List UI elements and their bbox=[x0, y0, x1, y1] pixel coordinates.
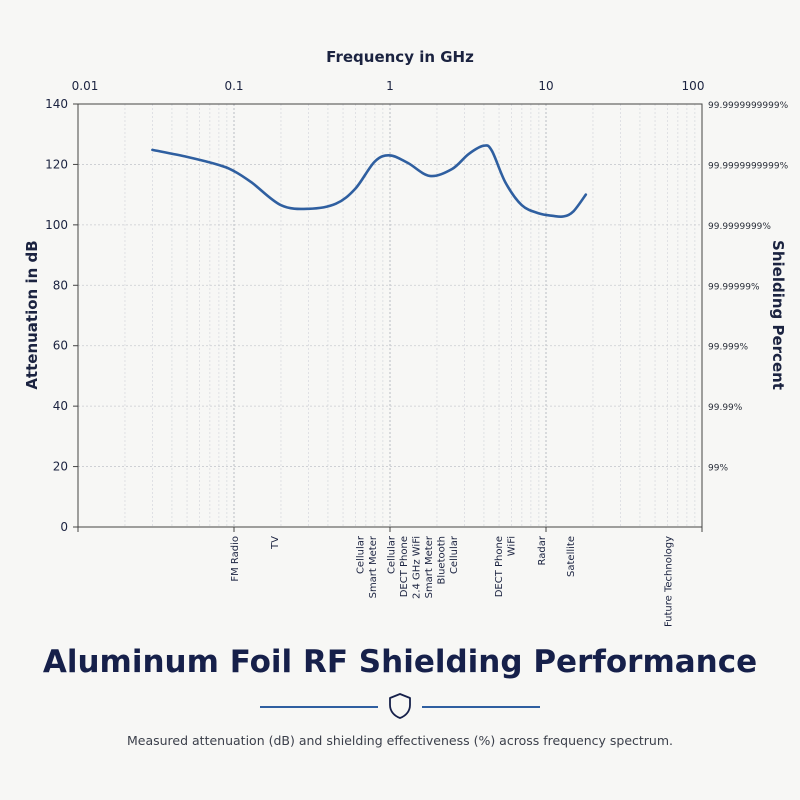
x-tick-label: 0.01 bbox=[72, 79, 99, 93]
band-label: DECT Phone bbox=[399, 536, 410, 597]
x-tick-label: 1 bbox=[386, 79, 394, 93]
y-tick-label: 120 bbox=[45, 157, 68, 171]
y-tick-label: 80 bbox=[53, 278, 68, 292]
y-tick-label: 0 bbox=[60, 520, 68, 534]
y2-tick-label: 99.9999999999% bbox=[708, 161, 789, 171]
band-label: Cellular bbox=[449, 535, 460, 574]
band-label: Radar bbox=[537, 535, 548, 565]
band-label: TV bbox=[270, 536, 281, 550]
y-tick-label: 60 bbox=[53, 339, 68, 353]
page-title: Aluminum Foil RF Shielding Performance bbox=[42, 644, 758, 680]
y2-tick-label: 99.999% bbox=[708, 343, 748, 353]
plot-frame bbox=[77, 103, 703, 528]
y-tick-label: 140 bbox=[45, 97, 68, 111]
subtitle: Measured attenuation (dB) and shielding … bbox=[126, 733, 674, 748]
band-label: 2.4 GHz WiFi bbox=[412, 536, 423, 599]
x-tick-label: 100 bbox=[682, 79, 705, 93]
x-tick-label: 0.1 bbox=[224, 79, 243, 93]
band-label: Smart Meter bbox=[424, 535, 435, 598]
y-tick-label: 20 bbox=[53, 460, 68, 474]
tick-labels: 0.01 0.1 1 10 100 0 20 40 60 80 100 120 140 99% 99.99%… bbox=[45, 79, 788, 534]
band-labels: FM Radio TV Cellular Smart Meter Cellular DEC… bbox=[230, 535, 674, 627]
y2-tick-label: 99.9999999% bbox=[708, 222, 771, 232]
divider-right bbox=[422, 706, 540, 708]
y2-tick-label: 99.99999% bbox=[708, 282, 760, 292]
band-label: Future Technology bbox=[663, 536, 674, 627]
band-label: DECT Phone bbox=[494, 536, 505, 597]
band-label: FM Radio bbox=[230, 536, 241, 582]
y2-tick-label: 99.99% bbox=[708, 403, 743, 413]
band-label: Satellite bbox=[566, 536, 577, 577]
y-tick-label: 100 bbox=[45, 218, 68, 232]
y-axis-label: Attenuation in dB bbox=[23, 240, 41, 389]
y-tick-label: 40 bbox=[53, 399, 68, 413]
grid bbox=[78, 104, 702, 527]
y2-axis-label: Shielding Percent bbox=[769, 240, 787, 390]
series-line bbox=[151, 144, 588, 219]
shield-icon bbox=[389, 693, 411, 719]
divider-left bbox=[260, 706, 378, 708]
y2-tick-label: 99% bbox=[708, 464, 728, 474]
band-label: Cellular bbox=[387, 535, 398, 574]
y2-tick-label: 99.9999999999% bbox=[708, 101, 789, 111]
x-axis-label: Frequency in GHz bbox=[326, 48, 474, 66]
band-label: Cellular bbox=[356, 535, 367, 574]
band-label: WiFi bbox=[507, 536, 518, 556]
band-label: Bluetooth bbox=[437, 536, 448, 585]
band-label: Smart Meter bbox=[368, 535, 379, 598]
x-tick-label: 10 bbox=[538, 79, 553, 93]
